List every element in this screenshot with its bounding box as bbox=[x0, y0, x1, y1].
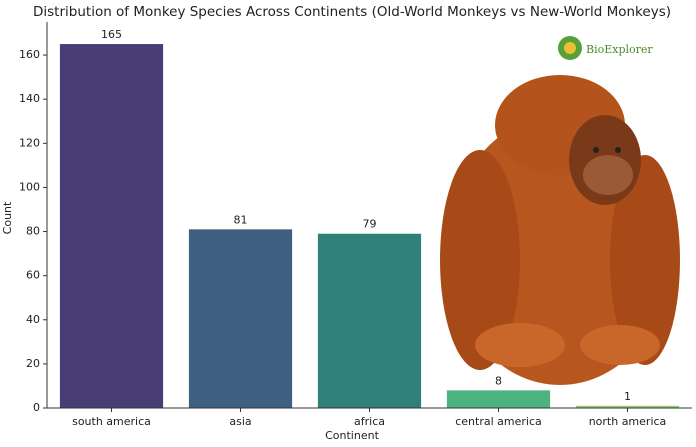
value-label: 8 bbox=[495, 374, 502, 387]
y-tick-label: 80 bbox=[26, 225, 40, 238]
bar bbox=[446, 390, 551, 408]
value-label: 1 bbox=[624, 390, 631, 403]
chart-title: Distribution of Monkey Species Across Co… bbox=[33, 4, 671, 20]
logo-text: BioExplorer bbox=[586, 43, 653, 56]
x-tick-label: africa bbox=[354, 415, 385, 428]
y-tick-label: 100 bbox=[19, 180, 40, 193]
y-tick-label: 140 bbox=[19, 92, 40, 105]
orangutan-illustration bbox=[440, 75, 680, 385]
y-axis-label: Count bbox=[1, 201, 14, 234]
y-tick-label: 20 bbox=[26, 357, 40, 370]
bar bbox=[59, 44, 164, 409]
y-tick-label: 0 bbox=[33, 401, 40, 414]
y-tick-label: 40 bbox=[26, 313, 40, 326]
value-label: 79 bbox=[363, 218, 377, 231]
value-label: 165 bbox=[101, 28, 122, 41]
y-tick-label: 160 bbox=[19, 48, 40, 61]
value-label: 81 bbox=[234, 213, 248, 226]
bar bbox=[317, 233, 422, 408]
bar bbox=[575, 405, 680, 408]
x-tick-label: asia bbox=[229, 415, 251, 428]
y-tick-label: 60 bbox=[26, 269, 40, 282]
x-axis-label: Continent bbox=[325, 429, 379, 442]
x-tick-label: north america bbox=[589, 415, 667, 428]
x-tick-label: south america bbox=[72, 415, 151, 428]
bar bbox=[188, 229, 293, 408]
logo: BioExplorer bbox=[558, 36, 653, 60]
y-tick-label: 120 bbox=[19, 136, 40, 149]
x-tick-label: central america bbox=[455, 415, 542, 428]
